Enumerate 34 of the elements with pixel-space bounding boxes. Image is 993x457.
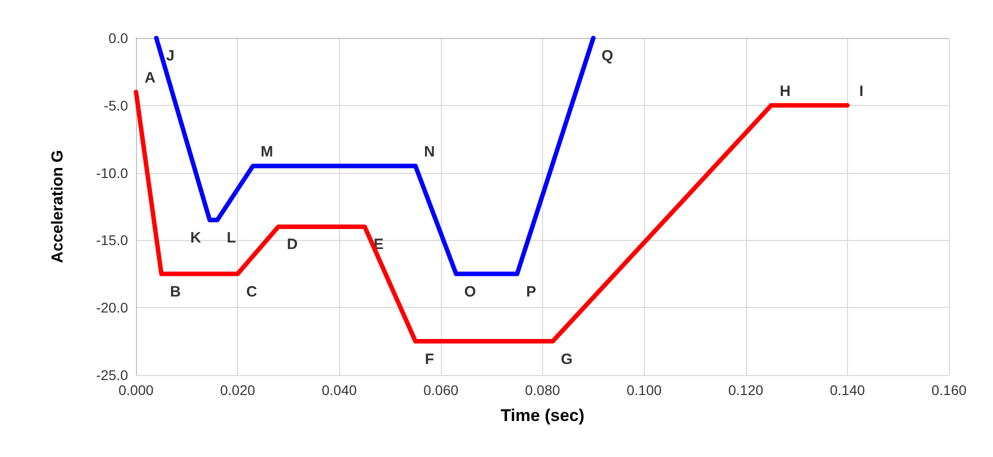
y-axis-title: Acceleration G	[50, 150, 66, 263]
annotation: L	[226, 229, 236, 246]
y-tick-label: -20.0	[96, 300, 128, 316]
x-tick-label: 0.080	[524, 382, 560, 398]
annotation: K	[190, 229, 202, 246]
x-tick-label: 0.000	[118, 382, 154, 398]
annotation: N	[424, 144, 435, 161]
x-tick-label: 0.060	[423, 382, 459, 398]
annotation: F	[424, 350, 434, 368]
x-tick-label: 0.120	[728, 382, 764, 398]
annotation: B	[170, 283, 181, 300]
x-tick-label: 0.020	[220, 382, 256, 398]
annotation: D	[286, 236, 298, 254]
y-tick-label: -15.0	[96, 232, 128, 248]
annotation: O	[464, 283, 476, 300]
y-tick-label: 0.0	[108, 30, 128, 46]
annotation: H	[780, 82, 791, 100]
annotation: G	[560, 350, 572, 368]
y-tick-label: -5.0	[104, 97, 128, 114]
annotation: P	[526, 283, 536, 300]
annotation: C	[246, 283, 258, 300]
annotation: I	[859, 82, 864, 100]
line-series	[154, 36, 596, 276]
y-tick-label: -10.0	[96, 164, 128, 181]
annotation: Q	[601, 48, 614, 64]
x-tick-label: 0.140	[830, 382, 866, 398]
annotation: J	[166, 48, 174, 64]
y-tick-label: -25.0	[96, 367, 128, 383]
x-tick-label: 0.040	[322, 382, 357, 398]
x-axis-title: Time (sec)	[500, 406, 584, 425]
x-tick-label: 0.160	[931, 382, 967, 398]
annotation: M	[260, 144, 274, 161]
annotation: A	[144, 69, 156, 86]
x-tick-label: 0.100	[626, 382, 662, 398]
